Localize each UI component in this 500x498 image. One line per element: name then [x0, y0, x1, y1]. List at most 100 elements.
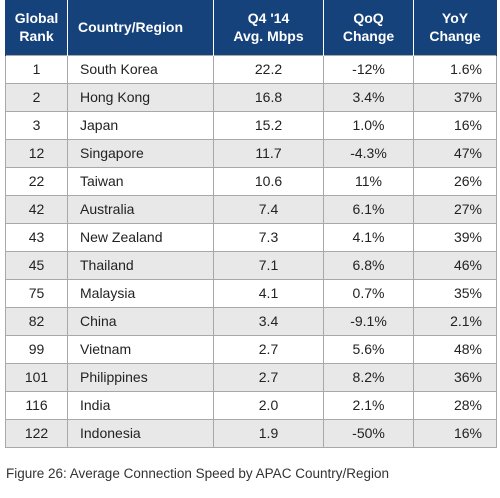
cell-avg-mbps: 7.1	[213, 250, 324, 280]
cell-avg-mbps: 2.7	[213, 334, 324, 364]
cell-country: Vietnam	[67, 334, 214, 364]
header-avg-mbps-line-1: Q4 '14	[247, 10, 290, 27]
cell-rank: 1	[5, 54, 68, 84]
cell-qoq-change: -9.1%	[323, 306, 414, 336]
cell-country: Malaysia	[67, 278, 214, 308]
cell-qoq-change: -12%	[323, 54, 414, 84]
cell-yoy-change: 47%	[413, 138, 497, 168]
cell-yoy-change: 26%	[413, 166, 497, 196]
cell-rank: 42	[5, 194, 68, 224]
cell-country: China	[67, 306, 214, 336]
cell-country: Thailand	[67, 250, 214, 280]
cell-country: India	[67, 390, 214, 420]
cell-country: Singapore	[67, 138, 214, 168]
cell-country: Indonesia	[67, 418, 214, 448]
cell-rank: 101	[5, 362, 68, 392]
table-row: 99 Vietnam 2.7 5.6% 48%	[5, 334, 497, 364]
cell-country: Hong Kong	[67, 82, 214, 112]
header-avg-mbps: Q4 '14 Avg. Mbps	[213, 0, 324, 55]
header-country-region: Country/Region	[67, 0, 214, 55]
cell-rank: 82	[5, 306, 68, 336]
cell-yoy-change: 35%	[413, 278, 497, 308]
cell-rank: 45	[5, 250, 68, 280]
cell-qoq-change: 6.1%	[323, 194, 414, 224]
table-row: 2 Hong Kong 16.8 3.4% 37%	[5, 82, 497, 112]
cell-avg-mbps: 2.0	[213, 390, 324, 420]
table-row: 101 Philippines 2.7 8.2% 36%	[5, 362, 497, 392]
header-qoq-change-line-2: Change	[342, 28, 395, 45]
cell-yoy-change: 48%	[413, 334, 497, 364]
header-global-rank-line-2: Rank	[19, 28, 54, 45]
figure-caption: Figure 26: Average Connection Speed by A…	[6, 466, 389, 481]
table-row: 42 Australia 7.4 6.1% 27%	[5, 194, 497, 224]
cell-yoy-change: 39%	[413, 222, 497, 252]
cell-avg-mbps: 1.9	[213, 418, 324, 448]
cell-avg-mbps: 22.2	[213, 54, 324, 84]
table-row: 45 Thailand 7.1 6.8% 46%	[5, 250, 497, 280]
cell-yoy-change: 46%	[413, 250, 497, 280]
header-qoq-change: QoQ Change	[323, 0, 414, 55]
cell-qoq-change: 8.2%	[323, 362, 414, 392]
cell-avg-mbps: 16.8	[213, 82, 324, 112]
header-global-rank: Global Rank	[5, 0, 68, 55]
table-row: 3 Japan 15.2 1.0% 16%	[5, 110, 497, 140]
cell-yoy-change: 1.6%	[413, 54, 497, 84]
cell-rank: 122	[5, 418, 68, 448]
speed-table: Global Rank Country/Region Q4 '14 Avg. M…	[5, 0, 497, 448]
cell-qoq-change: 5.6%	[323, 334, 414, 364]
cell-yoy-change: 37%	[413, 82, 497, 112]
cell-yoy-change: 27%	[413, 194, 497, 224]
table-body: 1 South Korea 22.2 -12% 1.6% 2 Hong Kong…	[5, 54, 497, 448]
cell-qoq-change: 2.1%	[323, 390, 414, 420]
cell-avg-mbps: 4.1	[213, 278, 324, 308]
header-global-rank-line-1: Global	[14, 10, 59, 27]
header-yoy-change-line-2: Change	[429, 28, 481, 45]
table-header: Global Rank Country/Region Q4 '14 Avg. M…	[5, 0, 497, 55]
header-qoq-change-line-1: QoQ	[353, 10, 384, 27]
cell-qoq-change: 11%	[323, 166, 414, 196]
table-row: 12 Singapore 11.7 -4.3% 47%	[5, 138, 497, 168]
cell-avg-mbps: 7.3	[213, 222, 324, 252]
cell-avg-mbps: 15.2	[213, 110, 324, 140]
cell-rank: 75	[5, 278, 68, 308]
header-row: Global Rank Country/Region Q4 '14 Avg. M…	[5, 0, 497, 55]
cell-yoy-change: 28%	[413, 390, 497, 420]
cell-country: Taiwan	[67, 166, 214, 196]
cell-qoq-change: -4.3%	[323, 138, 414, 168]
cell-avg-mbps: 7.4	[213, 194, 324, 224]
cell-yoy-change: 36%	[413, 362, 497, 392]
cell-qoq-change: 1.0%	[323, 110, 414, 140]
cell-yoy-change: 2.1%	[413, 306, 497, 336]
table-row: 22 Taiwan 10.6 11% 26%	[5, 166, 497, 196]
table-row: 1 South Korea 22.2 -12% 1.6%	[5, 54, 497, 84]
header-avg-mbps-line-2: Avg. Mbps	[233, 28, 304, 45]
cell-avg-mbps: 2.7	[213, 362, 324, 392]
cell-rank: 43	[5, 222, 68, 252]
cell-qoq-change: -50%	[323, 418, 414, 448]
cell-avg-mbps: 10.6	[213, 166, 324, 196]
cell-rank: 2	[5, 82, 68, 112]
header-yoy-change-line-1: YoY	[441, 10, 469, 27]
cell-qoq-change: 0.7%	[323, 278, 414, 308]
table-row: 116 India 2.0 2.1% 28%	[5, 390, 497, 420]
table-row: 75 Malaysia 4.1 0.7% 35%	[5, 278, 497, 308]
cell-rank: 116	[5, 390, 68, 420]
cell-country: New Zealand	[67, 222, 214, 252]
cell-qoq-change: 3.4%	[323, 82, 414, 112]
cell-country: Philippines	[67, 362, 214, 392]
cell-yoy-change: 16%	[413, 110, 497, 140]
cell-qoq-change: 4.1%	[323, 222, 414, 252]
cell-rank: 12	[5, 138, 68, 168]
cell-country: Japan	[67, 110, 214, 140]
cell-country: Australia	[67, 194, 214, 224]
cell-rank: 22	[5, 166, 68, 196]
cell-country: South Korea	[67, 54, 214, 84]
table-row: 82 China 3.4 -9.1% 2.1%	[5, 306, 497, 336]
cell-rank: 3	[5, 110, 68, 140]
cell-qoq-change: 6.8%	[323, 250, 414, 280]
table-row: 43 New Zealand 7.3 4.1% 39%	[5, 222, 497, 252]
cell-yoy-change: 16%	[413, 418, 497, 448]
header-yoy-change: YoY Change	[413, 0, 497, 55]
cell-rank: 99	[5, 334, 68, 364]
